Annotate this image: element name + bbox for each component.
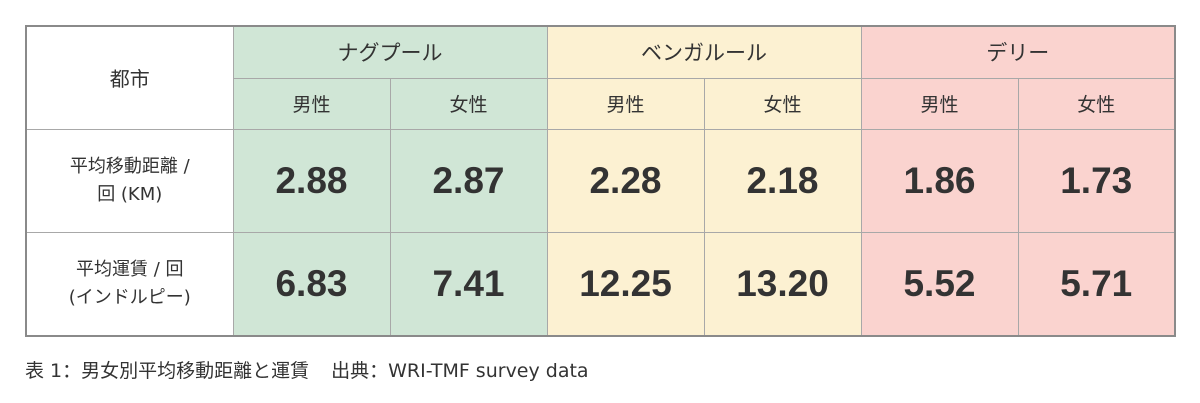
table-row-distance: 平均移動距離 / 回 (KM) 2.88 2.87 2.28 2.18 1.86… — [25, 128, 1176, 233]
cell-fare-nagpur-male: 6.83 — [232, 231, 391, 337]
row-label-line1: 平均移動距離 / — [69, 155, 190, 177]
cell-distance-nagpur-female: 2.87 — [389, 128, 548, 233]
city-header-nagpur: ナグプール — [232, 25, 548, 79]
sex-header-nagpur-male: 男性 — [232, 77, 391, 130]
corner-header-city: 都市 — [25, 25, 234, 130]
table-row-fare: 平均運賃 / 回 (インドルピー) 6.83 7.41 12.25 13.20 … — [25, 231, 1176, 337]
cell-fare-delhi-female: 5.71 — [1017, 231, 1176, 337]
caption-title: 表 1：男女別平均移動距離と運賃 — [25, 360, 310, 382]
sex-header-delhi-male: 男性 — [860, 77, 1019, 130]
cell-fare-nagpur-female: 7.41 — [389, 231, 548, 337]
caption-source: 出典：WRI-TMF survey data — [331, 360, 589, 382]
sex-header-nagpur-female: 女性 — [389, 77, 548, 130]
row-label-line2: (インドルピー) — [68, 286, 191, 308]
cell-distance-bengaluru-male: 2.28 — [546, 128, 705, 233]
cell-distance-delhi-male: 1.86 — [860, 128, 1019, 233]
city-header-delhi: デリー — [860, 25, 1176, 79]
row-label-fare: 平均運賃 / 回 (インドルピー) — [25, 231, 234, 337]
cell-fare-bengaluru-male: 12.25 — [546, 231, 705, 337]
cell-distance-delhi-female: 1.73 — [1017, 128, 1176, 233]
cell-distance-bengaluru-female: 2.18 — [703, 128, 862, 233]
row-label-distance: 平均移動距離 / 回 (KM) — [25, 128, 234, 233]
cell-distance-nagpur-male: 2.88 — [232, 128, 391, 233]
travel-fare-table: 都市 ナグプール ベンガルール デリー 男性 女性 男性 女性 男性 女性 平均… — [25, 25, 1176, 337]
sex-header-bengaluru-female: 女性 — [703, 77, 862, 130]
sex-header-bengaluru-male: 男性 — [546, 77, 705, 130]
table-caption: 表 1：男女別平均移動距離と運賃 出典：WRI-TMF survey data — [25, 356, 589, 383]
cell-fare-bengaluru-female: 13.20 — [703, 231, 862, 337]
sex-header-delhi-female: 女性 — [1017, 77, 1176, 130]
city-header-bengaluru: ベンガルール — [546, 25, 862, 79]
row-label-line1: 平均運賃 / 回 — [75, 258, 184, 280]
row-label-line2: 回 (KM) — [97, 183, 163, 205]
cell-fare-delhi-male: 5.52 — [860, 231, 1019, 337]
